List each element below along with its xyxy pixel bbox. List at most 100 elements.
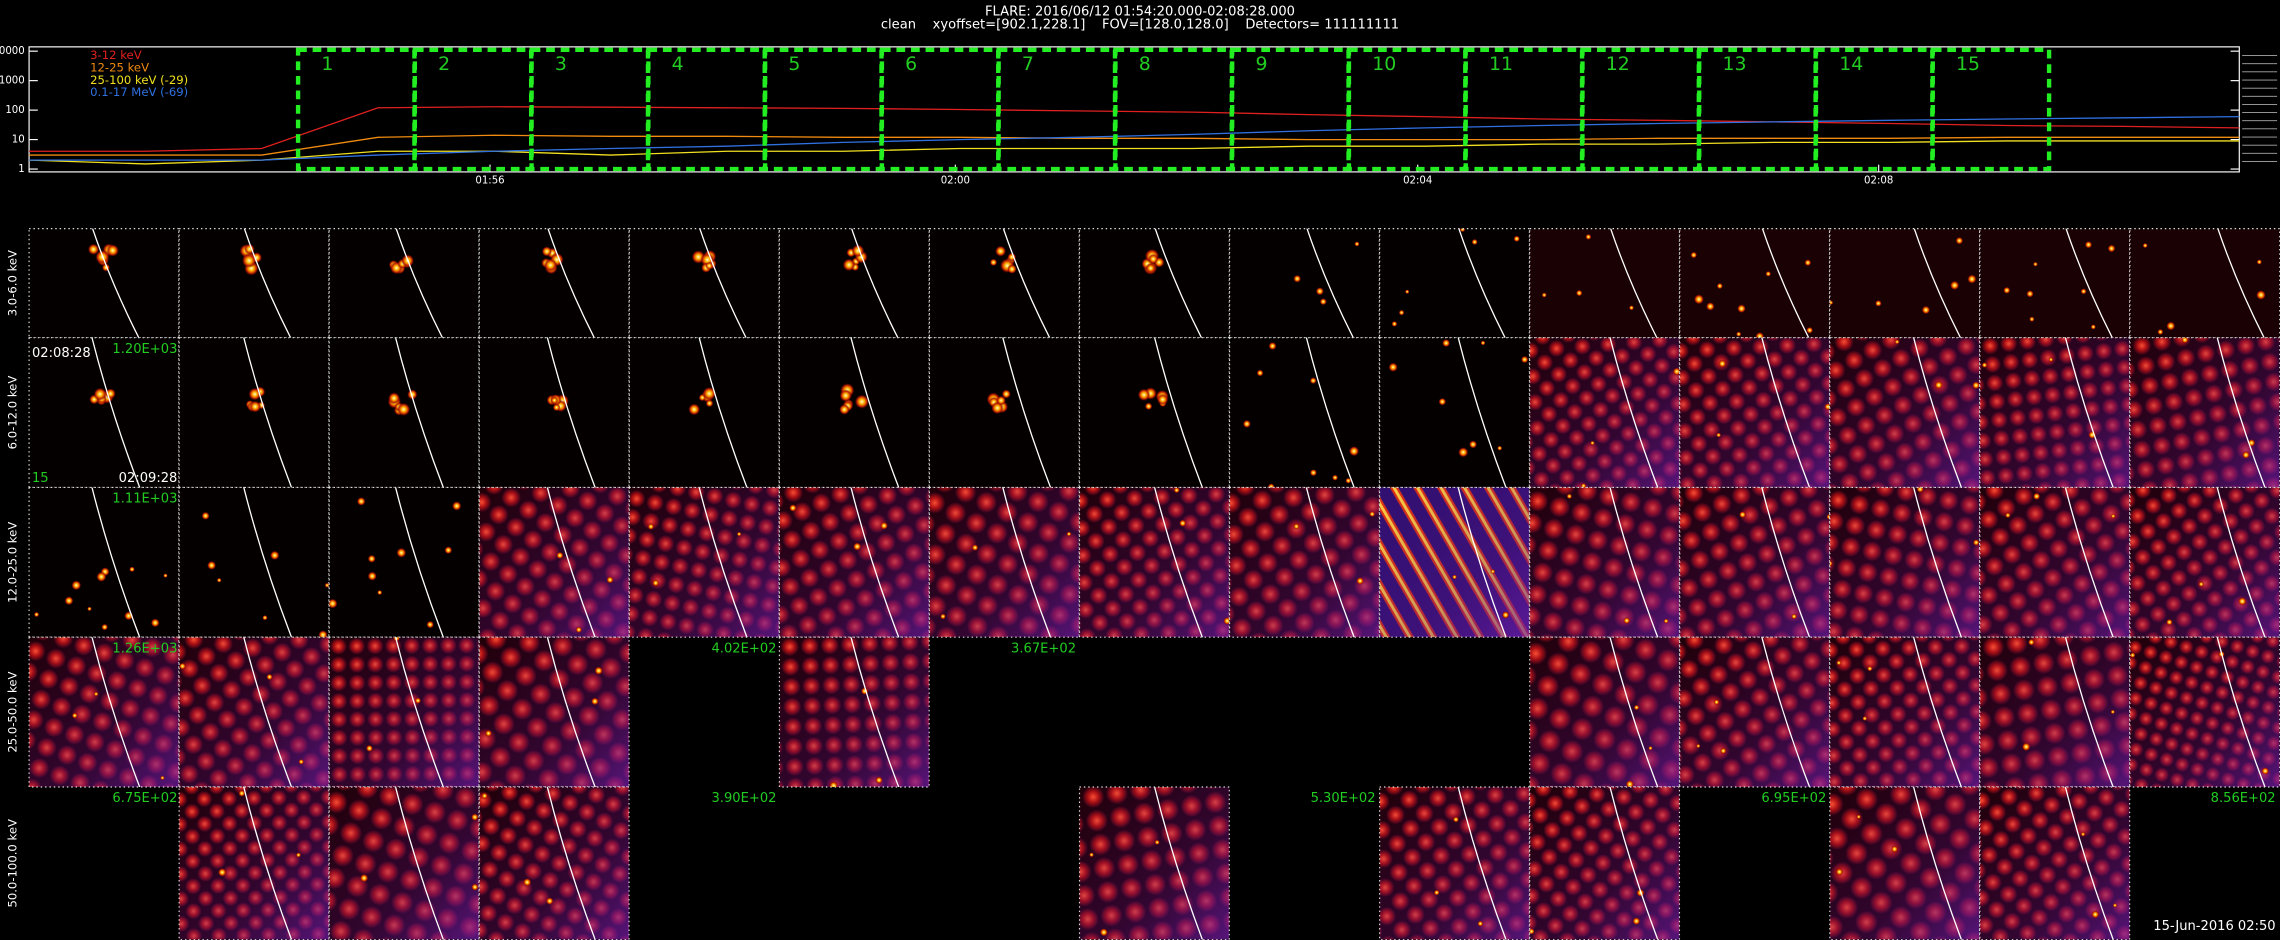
image-panel (779, 487, 930, 638)
source (2107, 244, 2116, 253)
panel-bg (779, 337, 930, 488)
source (298, 758, 305, 765)
panel-border (178, 786, 330, 940)
source (93, 387, 107, 401)
panel-border (1829, 486, 1981, 638)
source (1824, 403, 1830, 411)
source (647, 523, 655, 530)
source (1345, 477, 1352, 484)
source (71, 580, 82, 591)
source (2256, 290, 2266, 300)
image-panel (1529, 337, 1680, 488)
source (1501, 611, 1510, 619)
solar-limb (1609, 228, 1658, 338)
legend-entry: 25-100 keV (-29) (90, 73, 188, 87)
panel-border (2129, 486, 2280, 638)
source (1099, 928, 1108, 937)
row-label: 12.0-25.0 keV (6, 522, 20, 603)
image-panel (179, 487, 329, 638)
solar-limb (850, 228, 899, 338)
solar-limb (1761, 228, 1810, 338)
image-panel (29, 337, 179, 488)
source (2166, 618, 2173, 626)
image-panel (1079, 337, 1230, 488)
panel-border (1829, 228, 1981, 339)
light-curve (29, 116, 2240, 161)
source (87, 243, 100, 255)
purple-tint (629, 487, 780, 638)
solar-limb (1457, 337, 1507, 488)
image-panel (1979, 637, 2130, 787)
solar-limb (1761, 487, 1811, 638)
source (2080, 288, 2087, 295)
panel-border (178, 486, 330, 638)
source (397, 402, 411, 416)
panel-bg (29, 487, 179, 638)
image-panel (1829, 487, 1980, 638)
solar-limb (1609, 786, 1659, 940)
source (426, 620, 434, 629)
source (471, 883, 479, 891)
purple-tint (779, 487, 930, 638)
title: FLARE: 2016/06/12 01:54:20.000-02:08:28.… (985, 4, 1295, 19)
image-panel (779, 228, 930, 338)
solar-limb (243, 637, 293, 787)
source (995, 245, 1007, 257)
solar-limb (395, 228, 444, 338)
panel-border (1379, 786, 1530, 940)
source (1890, 845, 1899, 853)
image-panel (479, 337, 630, 488)
source (688, 403, 701, 416)
panel-border (1078, 228, 1230, 339)
solar-limb (547, 228, 595, 338)
source (1826, 513, 1830, 520)
image-panel (779, 337, 930, 488)
panel-border (1529, 486, 1681, 638)
panel-border (1979, 337, 2131, 489)
panel-border (328, 486, 480, 638)
source (1829, 560, 1833, 567)
panel-border (2129, 228, 2280, 339)
image-panel (1829, 228, 1980, 338)
purple-tint (1979, 637, 2130, 787)
solar-limb (243, 487, 293, 638)
purple-tint (1529, 786, 1680, 940)
source (2003, 286, 2011, 294)
panel-border (1979, 486, 2131, 638)
source (1633, 704, 1640, 711)
source (1934, 380, 1943, 390)
panel-border (1979, 636, 2131, 788)
source (1179, 519, 1187, 527)
source (1541, 292, 1547, 298)
panel-label: 1.26E+03 (112, 641, 177, 656)
image-panel (179, 637, 329, 787)
solar-limb (243, 786, 293, 940)
panel-bg (179, 228, 329, 338)
source (388, 392, 401, 405)
source (2129, 652, 2136, 658)
source (652, 579, 660, 587)
panel-label: 5.30E+02 (1311, 791, 1376, 806)
source (129, 566, 135, 573)
source (1007, 264, 1017, 274)
interval-box (1930, 47, 2052, 172)
purple-tint (1229, 487, 1380, 638)
source (1648, 745, 1653, 751)
source (163, 573, 168, 578)
solar-limb (1153, 487, 1204, 638)
source (705, 399, 714, 408)
source (2142, 242, 2148, 249)
panel-border (1679, 486, 1831, 638)
panel-bg (629, 337, 780, 488)
source (2033, 261, 2038, 267)
panel-border (2129, 636, 2280, 788)
source (1469, 440, 1478, 449)
image-panel (1379, 228, 1530, 338)
y-tick-label: 100 (5, 105, 24, 116)
source (179, 662, 186, 670)
source (1388, 362, 1398, 372)
panel-label: 02:08:28 (32, 346, 91, 361)
image-panel (929, 228, 1080, 338)
source (1391, 320, 1398, 327)
image-panel (29, 228, 179, 338)
